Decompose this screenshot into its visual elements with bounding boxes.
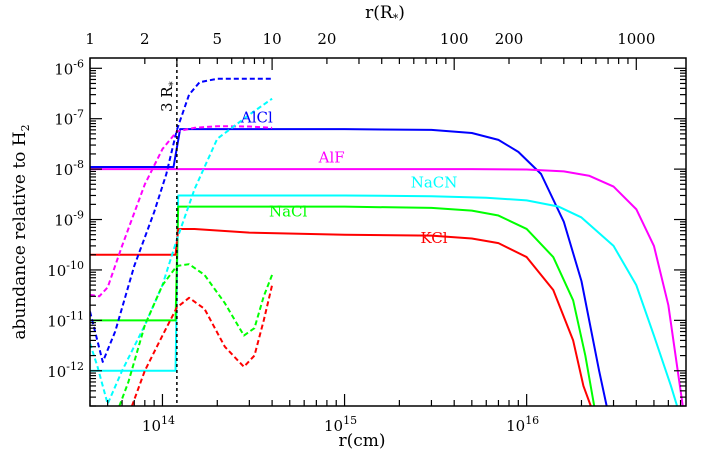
x-tick-label: 1016 [506, 414, 539, 435]
top-tick-label: 2 [140, 30, 150, 48]
series-label-alf: AlF [318, 149, 345, 167]
nacl-solid-line [90, 205, 596, 406]
unlabeled-6-dashed-line [90, 125, 273, 298]
x-axis-title: r(cm) [338, 431, 385, 451]
top-tick-label: 100 [440, 30, 469, 48]
kcl-solid-line [90, 227, 592, 406]
top-tick-label: 1000 [617, 30, 655, 48]
y-tick-label: 10-11 [47, 309, 84, 330]
plot-frame [89, 57, 687, 407]
series-label-alcl: AlCl [240, 108, 273, 126]
top-tick-label: 5 [213, 30, 223, 48]
top-tick-label: 20 [317, 30, 336, 48]
nacn-solid-line [90, 194, 679, 406]
unlabeled-7-dashed-line [90, 97, 273, 405]
series-label-nacl: NaCl [269, 202, 308, 220]
y-tick-label: 10-6 [54, 57, 84, 78]
series-layer [90, 77, 684, 406]
unlabeled-8-dashed-line [118, 263, 274, 406]
top-tick-label: 1 [85, 30, 95, 48]
y-axis-title: abundance relative to H2 [10, 124, 32, 339]
three-stellar-radii-label: 3 R* [158, 81, 179, 112]
alf-solid-line [90, 168, 684, 406]
axis-tick-labels: 1014 1015 1016 1 2 5 10 20 100 200 1000 10-12 10-11 1… [47, 30, 655, 435]
axis-ticks [89, 58, 686, 407]
top-tick-label: 200 [495, 30, 524, 48]
y-tick-label: 10-10 [47, 259, 84, 280]
x-tick-label: 1014 [142, 414, 175, 435]
unlabeled-5-dashed-line [90, 77, 273, 363]
y-tick-label: 10-12 [47, 360, 84, 381]
series-label-kcl: KCl [420, 229, 447, 247]
y-tick-label: 10-8 [54, 158, 84, 179]
series-label-nacn: NaCN [411, 174, 458, 192]
x-tick-label: 1015 [324, 414, 357, 435]
top-tick-label: 10 [263, 30, 282, 48]
top-axis-title: r(R*) [365, 3, 405, 25]
unlabeled-9-dashed-line [131, 284, 274, 406]
y-tick-label: 10-9 [54, 209, 84, 230]
y-tick-label: 10-7 [54, 108, 84, 129]
